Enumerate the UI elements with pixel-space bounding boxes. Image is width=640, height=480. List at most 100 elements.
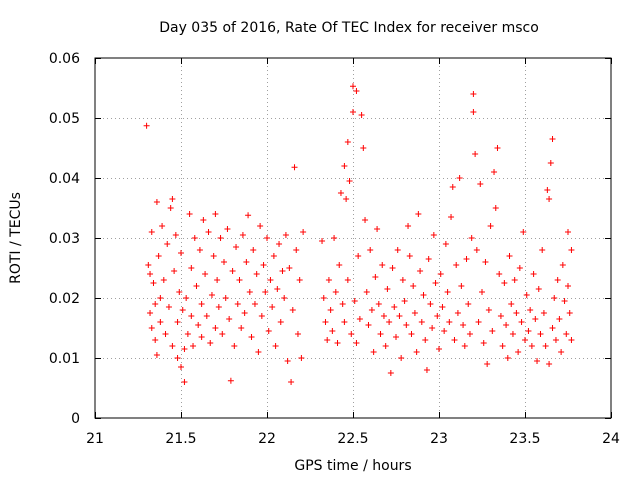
data-point	[150, 280, 157, 286]
data-point	[236, 277, 243, 283]
data-point	[165, 304, 172, 310]
data-point	[282, 232, 289, 238]
data-point	[552, 337, 559, 343]
x-tick-label: 23	[430, 431, 448, 447]
data-points	[143, 83, 575, 385]
data-point	[281, 295, 288, 301]
data-point	[258, 313, 265, 319]
data-point	[565, 283, 571, 289]
data-point	[198, 301, 205, 307]
data-point	[499, 343, 506, 349]
data-point	[319, 238, 326, 244]
data-point	[289, 307, 296, 313]
data-point	[286, 265, 293, 271]
x-tick-label: 21.5	[165, 431, 196, 447]
data-point	[513, 310, 520, 316]
data-point	[387, 370, 394, 376]
data-point	[479, 289, 485, 295]
data-point	[396, 313, 403, 319]
data-point	[346, 178, 353, 184]
data-point	[525, 328, 532, 334]
data-point	[241, 310, 248, 316]
data-point	[522, 337, 528, 343]
data-point	[212, 325, 219, 331]
data-point	[406, 253, 413, 259]
data-point	[198, 334, 205, 340]
data-point	[398, 355, 405, 361]
data-point	[153, 352, 160, 358]
data-point	[539, 247, 546, 253]
data-point	[425, 256, 432, 262]
data-point	[251, 301, 258, 307]
data-point	[217, 235, 224, 241]
data-point	[339, 301, 346, 307]
data-point	[410, 283, 417, 289]
data-point	[186, 211, 193, 217]
data-point	[491, 169, 498, 175]
data-point	[492, 205, 499, 211]
data-point	[542, 343, 549, 349]
data-point	[208, 292, 215, 298]
data-point	[152, 301, 159, 307]
data-point	[344, 139, 351, 145]
data-point	[422, 337, 429, 343]
data-point	[482, 259, 489, 265]
data-point	[403, 322, 410, 328]
data-point	[162, 331, 169, 337]
data-point	[148, 229, 155, 235]
data-point	[200, 217, 207, 223]
data-point	[448, 214, 455, 220]
data-point	[480, 340, 487, 346]
data-point	[248, 334, 255, 340]
data-point	[360, 145, 367, 151]
data-point	[226, 316, 233, 322]
data-point	[530, 271, 537, 277]
data-point	[174, 355, 181, 361]
data-point	[147, 310, 154, 316]
data-point	[509, 331, 516, 337]
data-point	[238, 325, 245, 331]
data-point	[497, 313, 504, 319]
data-point	[420, 292, 427, 298]
data-point	[518, 319, 525, 325]
data-point	[224, 226, 231, 232]
data-point	[172, 232, 179, 238]
data-point	[546, 361, 553, 367]
y-tick-label: 0.03	[49, 231, 80, 247]
data-point	[379, 262, 386, 268]
data-point	[353, 88, 360, 94]
data-point	[372, 274, 379, 280]
data-point	[265, 328, 272, 334]
data-point	[563, 331, 570, 337]
data-point	[501, 280, 508, 286]
data-point	[503, 322, 510, 328]
data-point	[496, 271, 503, 277]
chart-title: Day 035 of 2016, Rate Of TEC Index for r…	[159, 20, 539, 36]
data-point	[515, 349, 522, 355]
data-point	[169, 343, 176, 349]
data-point	[446, 319, 453, 325]
data-point	[219, 331, 226, 337]
data-point	[380, 313, 387, 319]
data-point	[547, 160, 554, 166]
data-point	[516, 265, 523, 271]
data-point	[382, 343, 389, 349]
data-point	[527, 307, 534, 313]
data-point	[332, 289, 339, 295]
data-point	[320, 295, 327, 301]
data-point	[193, 283, 200, 289]
data-point	[341, 163, 348, 169]
data-point	[423, 367, 430, 373]
data-point	[568, 247, 575, 253]
data-point	[461, 343, 468, 349]
y-tick-label: 0.06	[49, 51, 80, 67]
data-point	[203, 313, 210, 319]
data-point	[196, 247, 203, 253]
data-point	[374, 226, 381, 232]
data-point	[260, 262, 267, 268]
data-point	[159, 223, 166, 229]
data-point	[324, 337, 331, 343]
data-point	[449, 184, 456, 190]
data-point	[485, 307, 492, 313]
